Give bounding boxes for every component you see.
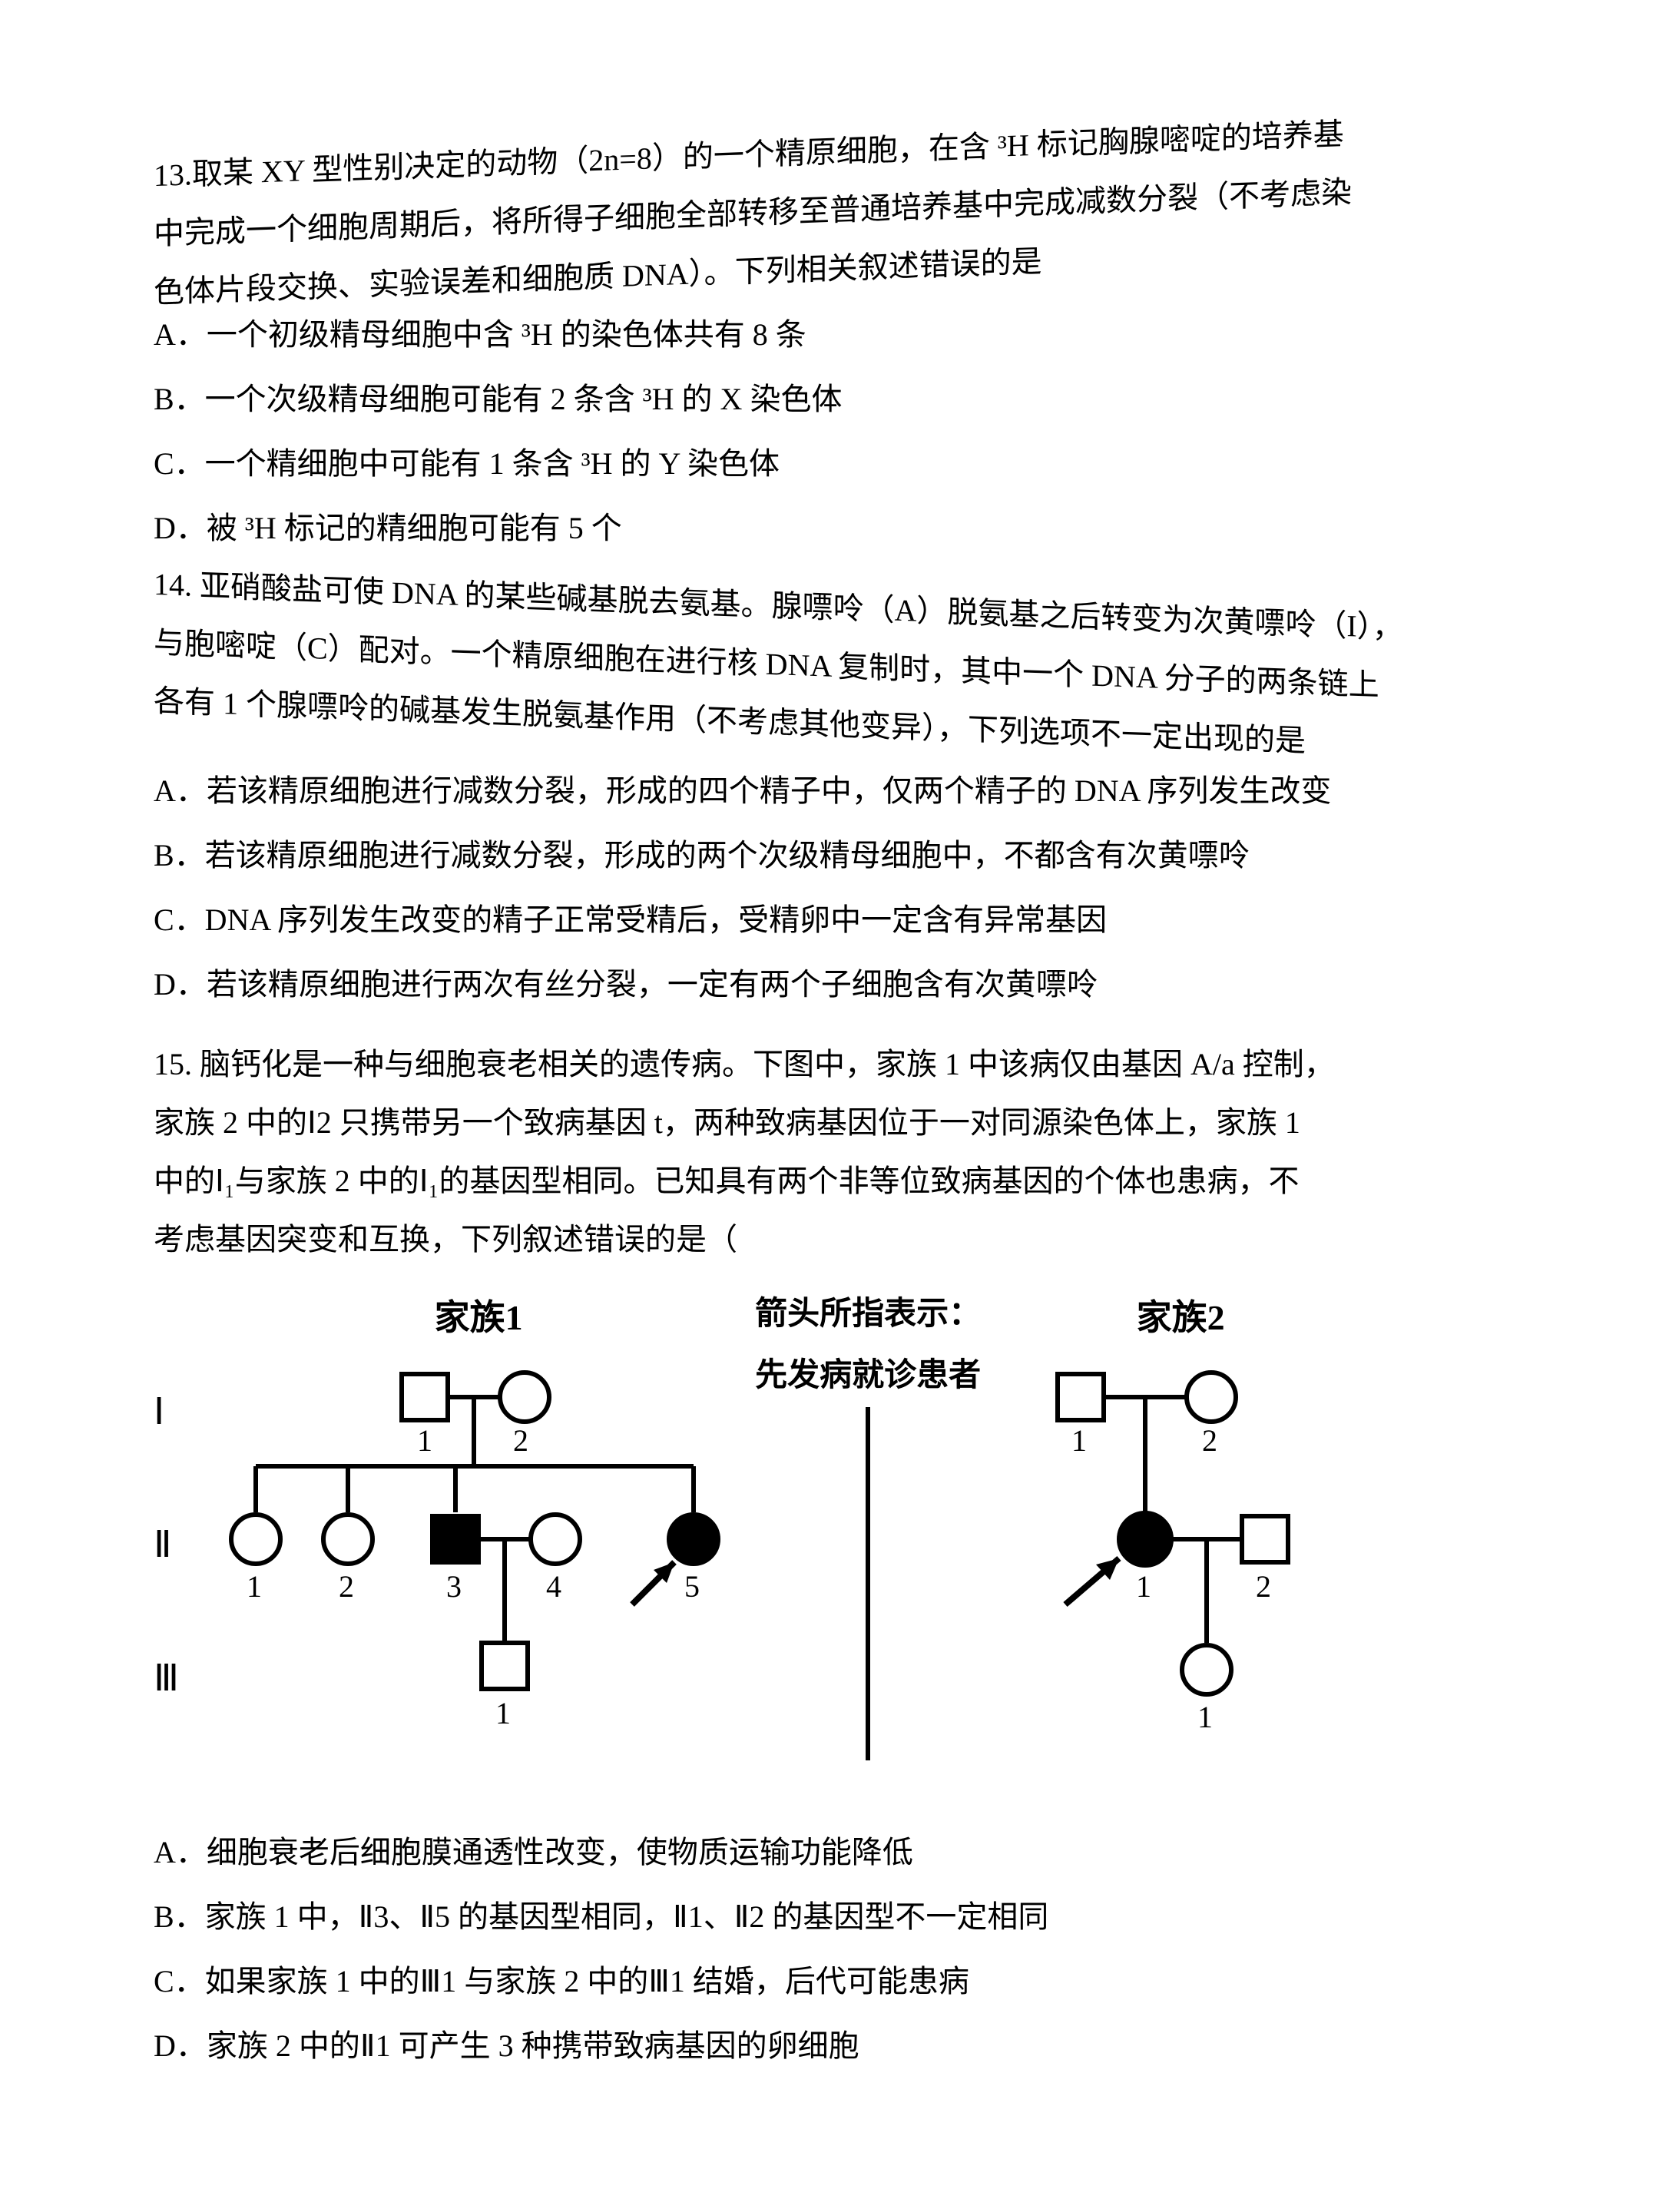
q13-option-c: C．一个精细胞中可能有 1 条含 ³H 的 Y 染色体 xyxy=(154,435,1521,493)
roman-3: Ⅲ xyxy=(154,1644,179,1714)
svg-text:1: 1 xyxy=(417,1423,432,1458)
roman-1: Ⅰ xyxy=(154,1377,179,1447)
family1-title: 家族1 xyxy=(210,1284,747,1351)
q15-option-b: B．家族 1 中，Ⅱ3、Ⅱ5 的基因型相同，Ⅱ1、Ⅱ2 的基因型不一定相同 xyxy=(154,1888,1521,1946)
family2-title: 家族2 xyxy=(988,1284,1373,1351)
q14-option-d: D．若该精原细胞进行两次有丝分裂，一定有两个子细胞含有次黄嘌呤 xyxy=(154,955,1521,1014)
divider-line xyxy=(860,1407,876,1760)
q14-option-c: C．DNA 序列发生改变的精子正常受精后，受精卵中一定含有异常基因 xyxy=(154,891,1521,949)
svg-text:2: 2 xyxy=(1256,1569,1271,1604)
roman-2: Ⅱ xyxy=(154,1510,179,1580)
q15-option-a: A．细胞衰老后细胞膜通透性改变，使物质运输功能降低 xyxy=(154,1823,1521,1882)
family2-svg: 1 2 1 2 1 xyxy=(988,1351,1373,1781)
svg-text:1: 1 xyxy=(247,1569,262,1604)
q13-stem-l3: 色体片段交换、实验误差和细胞质 DNA）。下列相关叙述错误的是 xyxy=(154,244,1042,310)
figure-center: 箭头所指表示： 先发病就诊患者 xyxy=(755,1284,981,1760)
q15-stem: 15. 脑钙化是一种与细胞衰老相关的遗传病。下图中，家族 1 中该病仅由基因 A… xyxy=(154,1035,1521,1269)
q13-option-d: D．被 ³H 标记的精细胞可能有 5 个 xyxy=(154,499,1521,558)
svg-text:2: 2 xyxy=(513,1423,528,1458)
family-2: 家族2 1 2 1 2 xyxy=(988,1284,1373,1800)
pedigree-figure: Ⅰ Ⅱ Ⅲ 家族1 1 2 xyxy=(154,1284,1521,1800)
svg-text:4: 4 xyxy=(546,1569,561,1604)
svg-text:3: 3 xyxy=(446,1569,462,1604)
q15-option-c: C．如果家族 1 中的Ⅲ1 与家族 2 中的Ⅲ1 结婚，后代可能患病 xyxy=(154,1952,1521,2011)
center-l2: 先发病就诊患者 xyxy=(755,1346,981,1407)
generation-labels: Ⅰ Ⅱ Ⅲ xyxy=(154,1346,202,1745)
q15-stem-l1: 15. 脑钙化是一种与细胞衰老相关的遗传病。下图中，家族 1 中该病仅由基因 A… xyxy=(154,1047,1335,1081)
center-l1: 箭头所指表示： xyxy=(755,1284,981,1346)
q13-stem: 13.取某 XY 型性别决定的动物（2n=8）的一个精原细胞，在含 ³H 标记胸… xyxy=(154,99,1521,322)
q14-stem: 14. 亚硝酸盐可使 DNA 的某些碱基脱去氨基。腺嘌呤（A）脱氨基之后转变为次… xyxy=(154,555,1521,778)
svg-text:5: 5 xyxy=(684,1569,700,1604)
q13-option-b: B．一个次级精母细胞可能有 2 条含 ³H 的 X 染色体 xyxy=(154,370,1521,429)
svg-text:2: 2 xyxy=(1202,1423,1217,1458)
question-13: 13.取某 XY 型性别决定的动物（2n=8）的一个精原细胞，在含 ³H 标记胸… xyxy=(154,123,1521,558)
question-14: 14. 亚硝酸盐可使 DNA 的某些碱基脱去氨基。腺嘌呤（A）脱氨基之后转变为次… xyxy=(154,579,1521,1014)
svg-text:1: 1 xyxy=(1197,1700,1213,1734)
q15-stem-l2: 家族 2 中的Ⅰ2 只携带另一个致病基因 t，两种致病基因位于一对同源染色体上，… xyxy=(154,1105,1300,1140)
svg-text:2: 2 xyxy=(339,1569,354,1604)
q14-stem-l3: 各有 1 个腺嘌呤的碱基发生脱氨基作用（不考虑其他变异），下列选项不一定出现的是 xyxy=(154,684,1306,758)
question-15: 15. 脑钙化是一种与细胞衰老相关的遗传病。下图中，家族 1 中该病仅由基因 A… xyxy=(154,1035,1521,2075)
svg-text:1: 1 xyxy=(495,1696,511,1730)
q15-option-d: D．家族 2 中的Ⅱ1 可产生 3 种携带致病基因的卵细胞 xyxy=(154,2017,1521,2075)
family-1: 家族1 1 2 1 xyxy=(210,1284,747,1800)
svg-text:1: 1 xyxy=(1071,1423,1087,1458)
q15-stem-l4: 考虑基因突变和互换，下列叙述错误的是（ xyxy=(154,1222,737,1257)
family1-svg: 1 2 1 2 3 xyxy=(210,1351,747,1781)
q15-stem-l3: 中的Ⅰ₁与家族 2 中的Ⅰ₁的基因型相同。已知具有两个非等位致病基因的个体也患病… xyxy=(154,1164,1299,1198)
svg-text:1: 1 xyxy=(1136,1569,1151,1604)
q14-option-b: B．若该精原细胞进行减数分裂，形成的两个次级精母细胞中，不都含有次黄嘌呤 xyxy=(154,826,1521,885)
